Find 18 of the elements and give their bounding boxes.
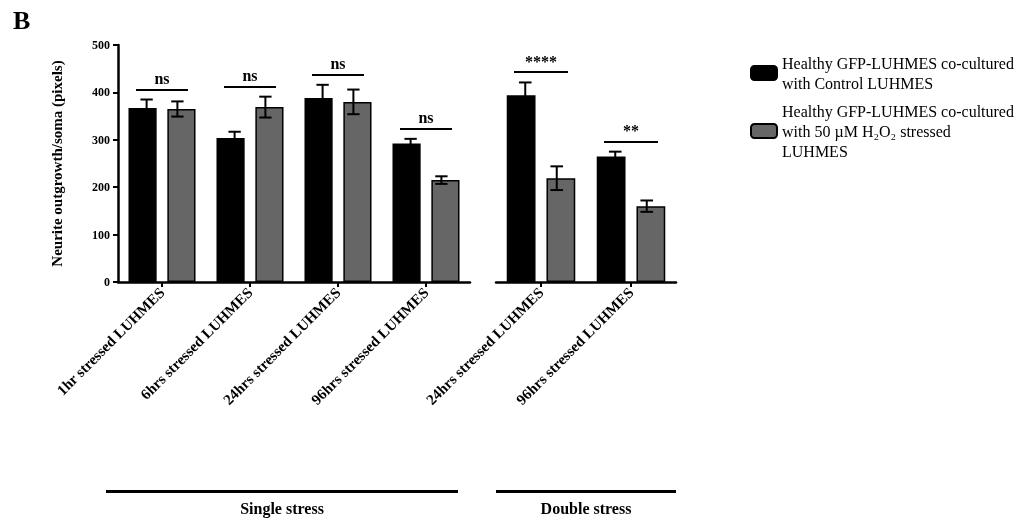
y-tick-label: 500 [92,38,110,52]
y-tick-label: 0 [104,275,110,289]
annotation: ns [418,109,434,127]
text: Double stress [539,500,633,518]
annotation: ** [623,122,639,140]
y-tick-label: 400 [92,85,110,100]
y-tick-label: 300 [92,132,110,147]
y-tick-label: 100 [92,227,110,242]
text: Single stress [239,500,325,518]
annotation: **** [525,52,557,70]
legend-label: Healthy GFP-LUHMES co-cultured with Control LUHMES [782,54,1018,92]
y-tick-label: 200 [92,180,110,195]
chart-title: B [13,5,31,35]
legend-label: Healthy GFP-LUHMES co-cultured with 50 µM H₂O₂ stressed LUHMES [782,102,1018,160]
annotation: ns [242,67,258,85]
annotation: ns [330,55,346,73]
annotation: ns [154,70,170,88]
y-axis-title: Neurite outgrowth/soma (pixels) [49,60,66,267]
